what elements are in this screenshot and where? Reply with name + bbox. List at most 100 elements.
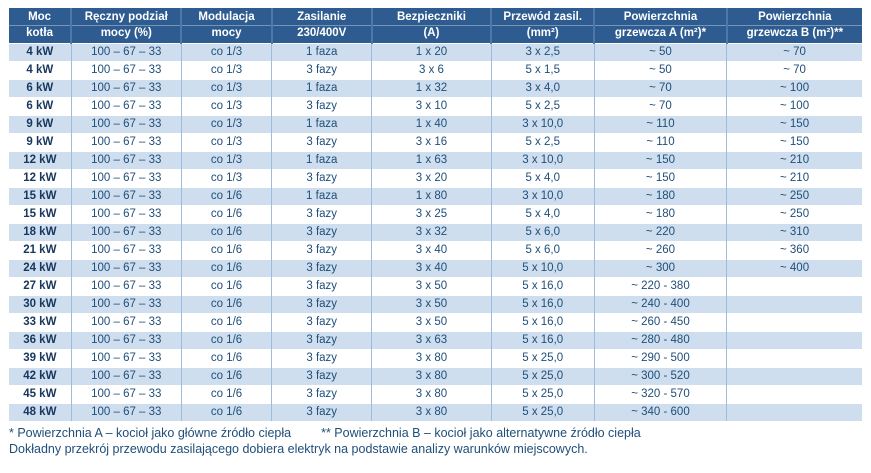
cell-reczny-podzial-mocy: 100 – 67 – 33 bbox=[70, 277, 182, 296]
cell-powierzchnia-b: ~ 210 bbox=[726, 151, 862, 170]
table-row: 30 kW 100 – 67 – 33 co 1/6 3 fazy 3 x 50 5 x … bbox=[9, 295, 862, 314]
cell-modulacja-mocy: co 1/6 bbox=[180, 313, 272, 332]
cell-powierzchnia-a: ~ 50 bbox=[593, 61, 727, 80]
cell-reczny-podzial-mocy: 100 – 67 – 33 bbox=[70, 169, 182, 188]
cell-powierzchnia-b: ~ 150 bbox=[726, 115, 862, 134]
cell-zasilanie: 3 fazy bbox=[271, 313, 372, 332]
table-row: 18 kW 100 – 67 – 33 co 1/6 3 fazy 3 x 32 5 x … bbox=[9, 223, 862, 242]
cell-bezpieczniki: 3 x 32 bbox=[371, 223, 492, 242]
cell-powierzchnia-a: ~ 300 bbox=[593, 259, 727, 278]
header-row: Moc kotła Ręczny podział mocy (%) Modulacja m… bbox=[9, 8, 862, 44]
cell-powierzchnia-a: ~ 50 bbox=[593, 43, 727, 62]
cell-bezpieczniki: 3 x 50 bbox=[371, 313, 492, 332]
cell-powierzchnia-a: ~ 280 - 480 bbox=[593, 331, 727, 350]
cell-przewod-zasil: 5 x 16,0 bbox=[490, 313, 595, 332]
cell-powierzchnia-b: ~ 250 bbox=[726, 205, 862, 224]
column-header-line1: Powierzchnia bbox=[595, 8, 726, 26]
cell-powierzchnia-a: ~ 340 - 600 bbox=[593, 403, 727, 421]
cell-modulacja-mocy: co 1/3 bbox=[180, 61, 272, 80]
cell-powierzchnia-a: ~ 180 bbox=[593, 205, 727, 224]
cell-przewod-zasil: 5 x 16,0 bbox=[490, 295, 595, 314]
cell-bezpieczniki: 1 x 32 bbox=[371, 79, 492, 98]
cell-modulacja-mocy: co 1/3 bbox=[180, 43, 272, 62]
column-header-line1: Powierzchnia bbox=[727, 8, 862, 26]
cell-przewod-zasil: 5 x 25,0 bbox=[490, 367, 595, 386]
cell-moc-kotla: 27 kW bbox=[9, 277, 72, 296]
table-row: 9 kW 100 – 67 – 33 co 1/3 3 fazy 3 x 16 5 x 2… bbox=[9, 133, 862, 152]
table-row: 6 kW 100 – 67 – 33 co 1/3 1 faza 1 x 32 3 x 4… bbox=[9, 79, 862, 98]
cell-przewod-zasil: 5 x 16,0 bbox=[490, 331, 595, 350]
table-row: 27 kW 100 – 67 – 33 co 1/6 3 fazy 3 x 50 5 x … bbox=[9, 277, 862, 296]
cell-powierzchnia-b bbox=[726, 295, 862, 314]
cell-bezpieczniki: 3 x 6 bbox=[371, 61, 492, 80]
footnote-surface-b: ** Powierzchnia B – kocioł jako alternat… bbox=[321, 426, 641, 440]
cell-zasilanie: 1 faza bbox=[271, 115, 372, 134]
column-header-zasilanie: Zasilanie 230/400V bbox=[270, 8, 372, 44]
table-row: 9 kW 100 – 67 – 33 co 1/3 1 faza 1 x 40 3 x 1… bbox=[9, 115, 862, 134]
cell-zasilanie: 3 fazy bbox=[271, 133, 372, 152]
cell-powierzchnia-b: ~ 100 bbox=[726, 79, 862, 98]
cell-powierzchnia-a: ~ 300 - 520 bbox=[593, 367, 727, 386]
cell-powierzchnia-b bbox=[726, 349, 862, 368]
cell-bezpieczniki: 3 x 80 bbox=[371, 367, 492, 386]
column-header-line2: (A) bbox=[423, 27, 440, 39]
cell-modulacja-mocy: co 1/6 bbox=[180, 187, 272, 206]
column-header-modulacja-mocy: Modulacja mocy bbox=[180, 8, 272, 44]
column-header-line2: kotła bbox=[26, 27, 53, 39]
cell-przewod-zasil: 3 x 10,0 bbox=[490, 151, 595, 170]
cell-modulacja-mocy: co 1/3 bbox=[180, 115, 272, 134]
cell-zasilanie: 3 fazy bbox=[271, 223, 372, 242]
column-header-line1: Modulacja bbox=[182, 8, 271, 26]
cell-zasilanie: 3 fazy bbox=[271, 403, 372, 421]
cell-moc-kotla: 33 kW bbox=[9, 313, 72, 332]
cell-powierzchnia-b bbox=[726, 403, 862, 421]
cell-powierzchnia-b: ~ 210 bbox=[726, 169, 862, 188]
cell-powierzchnia-b: ~ 310 bbox=[726, 223, 862, 242]
cell-powierzchnia-a: ~ 150 bbox=[593, 169, 727, 188]
cell-reczny-podzial-mocy: 100 – 67 – 33 bbox=[70, 61, 182, 80]
table-row: 6 kW 100 – 67 – 33 co 1/3 3 fazy 3 x 10 5 x 2… bbox=[9, 97, 862, 116]
table-row: 12 kW 100 – 67 – 33 co 1/3 1 faza 1 x 63 3 x … bbox=[9, 151, 862, 170]
cell-zasilanie: 3 fazy bbox=[271, 385, 372, 404]
cell-modulacja-mocy: co 1/6 bbox=[180, 295, 272, 314]
cell-moc-kotla: 21 kW bbox=[9, 241, 72, 260]
cell-reczny-podzial-mocy: 100 – 67 – 33 bbox=[70, 295, 182, 314]
cell-powierzchnia-b bbox=[726, 367, 862, 386]
cell-reczny-podzial-mocy: 100 – 67 – 33 bbox=[70, 133, 182, 152]
cell-bezpieczniki: 3 x 50 bbox=[371, 277, 492, 296]
cell-moc-kotla: 24 kW bbox=[9, 259, 72, 278]
table-row: 12 kW 100 – 67 – 33 co 1/3 3 fazy 3 x 20 5 x … bbox=[9, 169, 862, 188]
cell-powierzchnia-a: ~ 70 bbox=[593, 97, 727, 116]
cell-przewod-zasil: 3 x 4,0 bbox=[490, 79, 595, 98]
cell-reczny-podzial-mocy: 100 – 67 – 33 bbox=[70, 241, 182, 260]
page: Moc kotła Ręczny podział mocy (%) Modulacja m… bbox=[9, 8, 863, 456]
cell-powierzchnia-b: ~ 360 bbox=[726, 241, 862, 260]
column-header-line2: (mm²) bbox=[526, 27, 559, 39]
cell-modulacja-mocy: co 1/6 bbox=[180, 223, 272, 242]
cell-reczny-podzial-mocy: 100 – 67 – 33 bbox=[70, 79, 182, 98]
column-header-line1: Zasilanie bbox=[272, 8, 371, 26]
table-row: 36 kW 100 – 67 – 33 co 1/6 3 fazy 3 x 63 5 x … bbox=[9, 331, 862, 350]
column-header-bezpieczniki: Bezpieczniki (A) bbox=[370, 8, 492, 44]
cell-zasilanie: 3 fazy bbox=[271, 205, 372, 224]
footnote-surface-a: * Powierzchnia A – kocioł jako główne źr… bbox=[9, 426, 292, 440]
footnote-line-1: * Powierzchnia A – kocioł jako główne źr… bbox=[9, 425, 863, 441]
cell-bezpieczniki: 3 x 16 bbox=[371, 133, 492, 152]
cell-bezpieczniki: 1 x 63 bbox=[371, 151, 492, 170]
cell-moc-kotla: 4 kW bbox=[9, 43, 72, 62]
cell-powierzchnia-a: ~ 290 - 500 bbox=[593, 349, 727, 368]
cell-moc-kotla: 15 kW bbox=[9, 205, 72, 224]
cell-przewod-zasil: 5 x 25,0 bbox=[490, 349, 595, 368]
cell-zasilanie: 3 fazy bbox=[271, 259, 372, 278]
cell-bezpieczniki: 3 x 10 bbox=[371, 97, 492, 116]
cell-zasilanie: 3 fazy bbox=[271, 349, 372, 368]
cell-zasilanie: 1 faza bbox=[271, 79, 372, 98]
cell-przewod-zasil: 3 x 2,5 bbox=[490, 43, 595, 62]
cell-powierzchnia-a: ~ 110 bbox=[593, 115, 727, 134]
cell-zasilanie: 3 fazy bbox=[271, 241, 372, 260]
cell-zasilanie: 3 fazy bbox=[271, 61, 372, 80]
cell-reczny-podzial-mocy: 100 – 67 – 33 bbox=[70, 115, 182, 134]
cell-modulacja-mocy: co 1/6 bbox=[180, 205, 272, 224]
cell-powierzchnia-b: ~ 400 bbox=[726, 259, 862, 278]
